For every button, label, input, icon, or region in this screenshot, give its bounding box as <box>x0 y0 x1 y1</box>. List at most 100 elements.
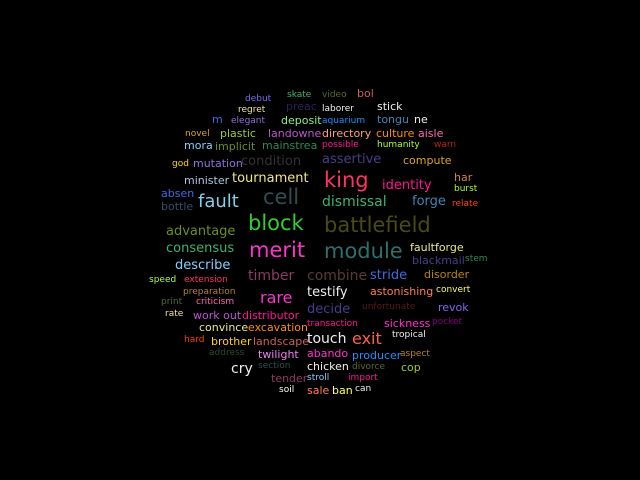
word: touch <box>307 331 347 347</box>
word: advantage <box>166 224 236 239</box>
word: tournament <box>232 171 309 186</box>
word: exit <box>352 329 382 348</box>
word: can <box>355 384 372 394</box>
word: tropical <box>392 330 426 340</box>
word: fault <box>198 191 239 212</box>
word: decide <box>307 302 351 317</box>
word: dismissal <box>322 194 387 210</box>
word: describe <box>175 258 231 273</box>
word: pocket <box>432 317 463 327</box>
word: ne <box>414 113 428 126</box>
word: speed <box>149 275 177 285</box>
word: implicit <box>215 140 256 153</box>
word: convert <box>436 285 471 295</box>
word: ban <box>332 384 353 397</box>
word: condition <box>241 154 302 169</box>
word: combine <box>307 268 368 284</box>
word: tongu <box>377 113 409 126</box>
word: convince <box>199 321 249 334</box>
word: humanity <box>377 140 420 150</box>
word: stroll <box>307 373 330 383</box>
word: video <box>322 90 347 100</box>
word: mora <box>184 139 213 152</box>
word: aquarium <box>322 116 366 126</box>
word: extension <box>184 275 228 285</box>
word: hard <box>184 335 205 345</box>
word: chicken <box>307 360 349 373</box>
word: soil <box>279 385 295 395</box>
word: king <box>324 168 369 192</box>
word: skate <box>287 90 312 100</box>
word: novel <box>185 129 210 139</box>
word: sickness <box>384 317 431 330</box>
word: battlefield <box>324 213 431 237</box>
word: directory <box>322 127 372 140</box>
word: merit <box>249 238 306 262</box>
word: assertive <box>322 152 382 167</box>
word: compute <box>403 154 452 167</box>
word: preparation <box>183 287 236 297</box>
word: minister <box>184 174 230 187</box>
word: forge <box>412 194 446 209</box>
word: deposit <box>281 114 322 127</box>
word: brother <box>211 335 252 348</box>
word: rate <box>165 309 184 319</box>
word: excavation <box>248 321 309 334</box>
word: twilight <box>258 348 299 361</box>
word: landscape <box>253 335 310 348</box>
word: address <box>209 348 245 358</box>
word: identity <box>382 178 432 193</box>
word: stride <box>370 268 408 283</box>
word: bol <box>357 87 374 100</box>
word: mutation <box>193 157 243 170</box>
word: blackmail <box>412 254 465 267</box>
word: divorce <box>352 362 386 372</box>
word: stick <box>377 100 403 113</box>
word: producer <box>352 349 402 362</box>
word: debut <box>245 94 272 104</box>
word: stem <box>465 254 488 264</box>
word: print <box>161 297 183 307</box>
word: timber <box>248 268 295 284</box>
word: m <box>212 113 223 126</box>
word: cell <box>263 185 300 209</box>
word: tender <box>271 372 308 385</box>
word: bottle <box>161 200 194 213</box>
word: transaction <box>307 319 358 329</box>
word: cry <box>231 361 253 377</box>
word: culture <box>376 127 415 140</box>
word: aisle <box>418 127 444 140</box>
word: sale <box>307 384 330 397</box>
word: god <box>172 159 189 169</box>
word: landowne <box>268 127 322 140</box>
word: cop <box>401 361 421 374</box>
word: work out <box>193 309 242 322</box>
word: criticism <box>196 297 235 307</box>
word: import <box>348 373 378 383</box>
word: testify <box>307 285 348 300</box>
word: plastic <box>220 127 256 140</box>
word: rare <box>260 288 293 307</box>
word: absen <box>161 187 195 200</box>
word: disorder <box>424 268 470 281</box>
word: revok <box>438 301 469 314</box>
word: faultforge <box>410 241 464 254</box>
word: aspect <box>400 349 430 359</box>
word: relate <box>452 199 479 209</box>
word: consensus <box>166 241 235 256</box>
word: module <box>324 239 403 263</box>
word: burst <box>454 184 478 194</box>
word: astonishing <box>370 285 434 298</box>
word: block <box>248 211 304 235</box>
word: elegant <box>231 116 266 126</box>
word: distributor <box>242 309 300 322</box>
word: possible <box>322 140 359 150</box>
word: har <box>454 171 473 184</box>
word: unfortunate <box>362 302 416 312</box>
word: warn <box>434 140 457 150</box>
word: section <box>258 361 291 371</box>
word: mainstrea <box>262 139 318 152</box>
word: abando <box>307 347 349 360</box>
word: regret <box>238 105 266 115</box>
